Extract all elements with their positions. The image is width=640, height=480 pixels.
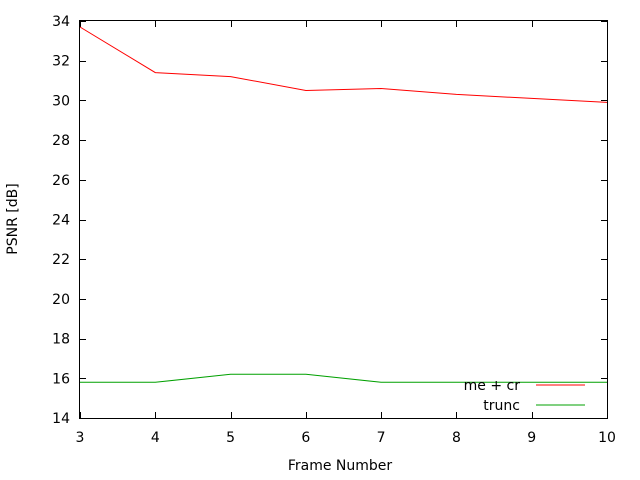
series-line-1 (80, 373, 607, 383)
x-tick-label: 7 (377, 430, 386, 446)
series-line-0 (79, 26, 608, 103)
x-axis-label: Frame Number (288, 458, 393, 474)
legend-label: me + cr (464, 378, 521, 394)
y-tick-label: 18 (52, 332, 70, 348)
x-tick-label: 3 (76, 430, 85, 446)
x-tick-label: 8 (452, 430, 461, 446)
y-tick-label: 20 (52, 292, 70, 308)
y-tick-label: 22 (52, 252, 70, 268)
y-axis-label: PSNR [dB] (5, 183, 21, 254)
x-tick-label: 9 (527, 430, 536, 446)
x-tick-label: 4 (151, 430, 160, 446)
y-tick-label: 34 (52, 14, 70, 30)
y-tick-label: 14 (52, 411, 70, 427)
series-lines (79, 26, 608, 383)
x-tick-label: 10 (598, 430, 616, 446)
y-tick-label: 24 (52, 213, 70, 229)
legend: me + cr trunc (464, 378, 585, 414)
plot-frame (79, 20, 608, 419)
y-tick-label: 30 (52, 93, 70, 109)
y-tick-label: 16 (52, 371, 70, 387)
y-tick-label: 28 (52, 133, 70, 149)
x-tick-label: 6 (301, 430, 310, 446)
y-tick-label: 26 (52, 173, 70, 189)
legend-label: trunc (483, 398, 520, 414)
x-tick-label: 5 (226, 430, 235, 446)
y-tick-label: 32 (52, 54, 70, 70)
